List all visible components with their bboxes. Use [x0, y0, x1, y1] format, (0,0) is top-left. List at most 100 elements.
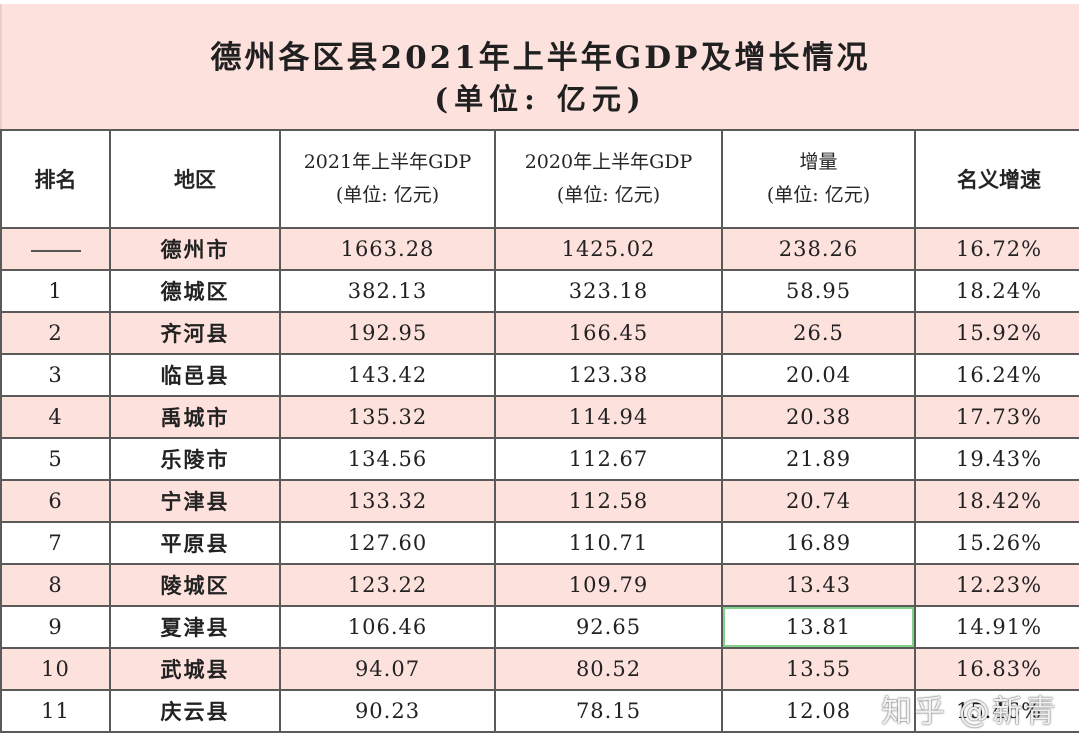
cell-gdp-2020[interactable]: 166.45	[494, 311, 723, 355]
header-gdp-2021[interactable]: 2021年上半年GDP (单位: 亿元)	[279, 129, 496, 229]
title-block[interactable]: 德州各区县2021年上半年GDP及增长情况 (单位: 亿元)	[0, 4, 1079, 129]
cell-rank[interactable]: 3	[0, 353, 111, 397]
dash-placeholder	[30, 249, 81, 252]
header-gdp-2020-label: 2020年上半年GDP	[524, 151, 693, 173]
header-increase-unit: (单位: 亿元)	[766, 184, 871, 206]
cell-region[interactable]: 庆云县	[109, 689, 281, 733]
cell-region[interactable]: 齐河县	[109, 311, 281, 355]
cell-region[interactable]: 德城区	[109, 269, 281, 313]
cell-increase[interactable]: 238.26	[721, 227, 916, 271]
cell-growth[interactable]: 16.72%	[914, 227, 1079, 271]
cell-rank[interactable]: 7	[0, 521, 111, 565]
cell-rank[interactable]: 1	[0, 269, 111, 313]
cell-gdp-2021[interactable]: 143.42	[279, 353, 496, 397]
table-row: 3 临邑县 143.42 123.38 20.04 16.24%	[0, 353, 1079, 397]
cell-growth[interactable]: 16.24%	[914, 353, 1079, 397]
cell-region[interactable]: 平原县	[109, 521, 281, 565]
table-row: 10 武城县 94.07 80.52 13.55 16.83%	[0, 647, 1079, 691]
cell-gdp-2020[interactable]: 114.94	[494, 395, 723, 439]
header-gdp-2020-unit: (单位: 亿元)	[556, 184, 661, 206]
cell-region[interactable]: 乐陵市	[109, 437, 281, 481]
cell-increase-selected[interactable]: 13.81	[721, 605, 916, 649]
cell-region[interactable]: 陵城区	[109, 563, 281, 607]
cell-gdp-2020[interactable]: 112.58	[494, 479, 723, 523]
cell-rank[interactable]: 8	[0, 563, 111, 607]
cell-growth[interactable]: 15.26%	[914, 521, 1079, 565]
cell-gdp-2021[interactable]: 135.32	[279, 395, 496, 439]
header-rank[interactable]: 排名	[0, 129, 111, 229]
cell-gdp-2020[interactable]: 1425.02	[494, 227, 723, 271]
table-row-total: 德州市 1663.28 1425.02 238.26 16.72%	[0, 227, 1079, 271]
header-row: 排名 地区 2021年上半年GDP (单位: 亿元) 2020年上半年GDP (…	[0, 129, 1079, 229]
cell-increase[interactable]: 26.5	[721, 311, 916, 355]
cell-rank[interactable]: 6	[0, 479, 111, 523]
cell-gdp-2021[interactable]: 90.23	[279, 689, 496, 733]
header-region[interactable]: 地区	[109, 129, 281, 229]
cell-rank[interactable]: 10	[0, 647, 111, 691]
table-unit-subtitle: (单位: 亿元)	[434, 82, 647, 116]
header-gdp-2021-label: 2021年上半年GDP	[303, 151, 472, 173]
cell-gdp-2020[interactable]: 110.71	[494, 521, 723, 565]
cell-gdp-2021[interactable]: 123.22	[279, 563, 496, 607]
table-row: 7 平原县 127.60 110.71 16.89 15.26%	[0, 521, 1079, 565]
cell-gdp-2021[interactable]: 1663.28	[279, 227, 496, 271]
cell-gdp-2020[interactable]: 109.79	[494, 563, 723, 607]
cell-gdp-2021[interactable]: 94.07	[279, 647, 496, 691]
cell-growth[interactable]: 18.24%	[914, 269, 1079, 313]
cell-region[interactable]: 宁津县	[109, 479, 281, 523]
cell-gdp-2020[interactable]: 92.65	[494, 605, 723, 649]
cell-rank[interactable]: 11	[0, 689, 111, 733]
table-row: 2 齐河县 192.95 166.45 26.5 15.92%	[0, 311, 1079, 355]
cell-rank[interactable]: 2	[0, 311, 111, 355]
cell-gdp-2021[interactable]: 192.95	[279, 311, 496, 355]
header-increase-label: 增量	[799, 151, 838, 173]
cell-gdp-2020[interactable]: 78.15	[494, 689, 723, 733]
cell-growth[interactable]: 14.91%	[914, 605, 1079, 649]
table-row: 6 宁津县 133.32 112.58 20.74 18.42%	[0, 479, 1079, 523]
cell-increase[interactable]: 16.89	[721, 521, 916, 565]
cell-growth[interactable]: 18.42%	[914, 479, 1079, 523]
cell-region[interactable]: 禹城市	[109, 395, 281, 439]
cell-gdp-2020[interactable]: 123.38	[494, 353, 723, 397]
cell-gdp-2020[interactable]: 323.18	[494, 269, 723, 313]
table-row: 4 禹城市 135.32 114.94 20.38 17.73%	[0, 395, 1079, 439]
cell-increase[interactable]: 13.55	[721, 647, 916, 691]
cell-growth[interactable]: 17.73%	[914, 395, 1079, 439]
cell-growth[interactable]: 12.23%	[914, 563, 1079, 607]
gdp-table: 排名 地区 2021年上半年GDP (单位: 亿元) 2020年上半年GDP (…	[0, 129, 1079, 733]
header-increase[interactable]: 增量 (单位: 亿元)	[721, 129, 916, 229]
table-row: 8 陵城区 123.22 109.79 13.43 12.23%	[0, 563, 1079, 607]
cell-rank[interactable]: 4	[0, 395, 111, 439]
cell-growth[interactable]: 19.43%	[914, 437, 1079, 481]
cell-increase[interactable]: 20.74	[721, 479, 916, 523]
cell-growth[interactable]: 15.92%	[914, 311, 1079, 355]
cell-region[interactable]: 临邑县	[109, 353, 281, 397]
cell-rank[interactable]: 5	[0, 437, 111, 481]
cell-growth[interactable]: 15.46%	[914, 689, 1079, 733]
table-row: 9 夏津县 106.46 92.65 13.81 14.91%	[0, 605, 1079, 649]
cell-increase[interactable]: 12.08	[721, 689, 916, 733]
cell-gdp-2021[interactable]: 127.60	[279, 521, 496, 565]
cell-increase[interactable]: 13.43	[721, 563, 916, 607]
cell-increase[interactable]: 58.95	[721, 269, 916, 313]
table-title: 德州各区县2021年上半年GDP及增长情况	[210, 40, 871, 76]
cell-region[interactable]: 德州市	[109, 227, 281, 271]
cell-gdp-2021[interactable]: 133.32	[279, 479, 496, 523]
cell-gdp-2021[interactable]: 134.56	[279, 437, 496, 481]
header-growth[interactable]: 名义增速	[914, 129, 1079, 229]
cell-gdp-2020[interactable]: 112.67	[494, 437, 723, 481]
cell-rank[interactable]: 9	[0, 605, 111, 649]
cell-increase[interactable]: 21.89	[721, 437, 916, 481]
header-gdp-2020[interactable]: 2020年上半年GDP (单位: 亿元)	[494, 129, 723, 229]
cell-increase[interactable]: 20.38	[721, 395, 916, 439]
cell-gdp-2020[interactable]: 80.52	[494, 647, 723, 691]
table-row: 11 庆云县 90.23 78.15 12.08 15.46%	[0, 689, 1079, 733]
cell-region[interactable]: 夏津县	[109, 605, 281, 649]
cell-growth[interactable]: 16.83%	[914, 647, 1079, 691]
cell-gdp-2021[interactable]: 382.13	[279, 269, 496, 313]
cell-rank[interactable]	[0, 227, 111, 271]
cell-region[interactable]: 武城县	[109, 647, 281, 691]
cell-increase[interactable]: 20.04	[721, 353, 916, 397]
cell-gdp-2021[interactable]: 106.46	[279, 605, 496, 649]
